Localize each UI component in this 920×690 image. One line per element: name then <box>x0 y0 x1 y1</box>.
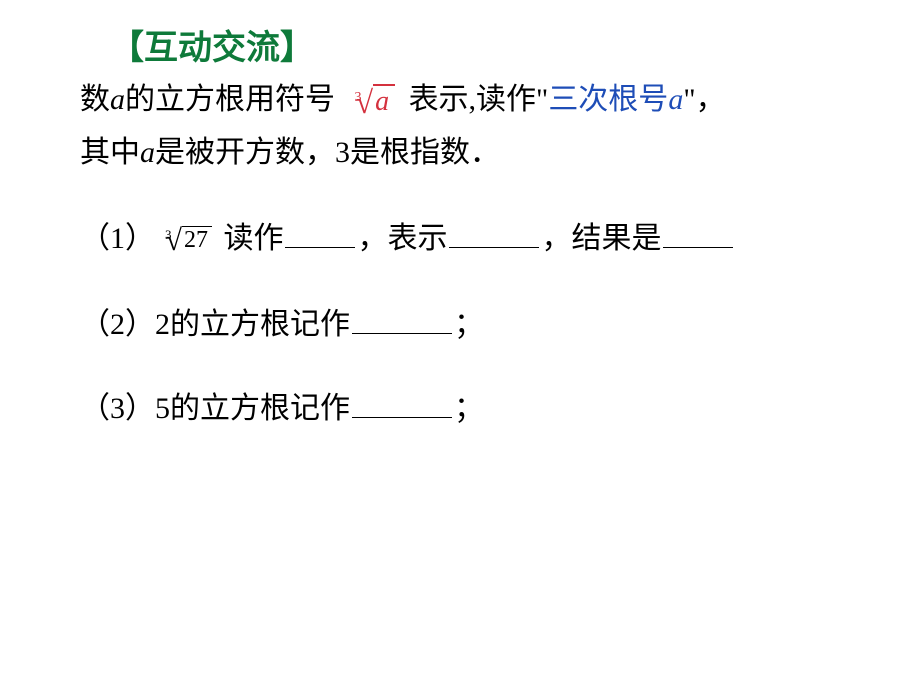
q2-semicolon: ； <box>454 308 484 341</box>
blank-2 <box>449 224 539 248</box>
intro-text-1: 数 <box>80 83 110 116</box>
variable-a-1: a <box>110 83 125 116</box>
intro-line-2: 其中a是被开方数，3是根指数． <box>80 130 840 175</box>
question-1: （1）3√27 读作 ，表示 ，结果是 <box>80 215 840 265</box>
q3-semicolon: ； <box>454 392 484 425</box>
intro-line2-part1: 其中 <box>80 136 140 169</box>
blank-4 <box>352 310 452 334</box>
radicand-27: 27 <box>182 226 212 253</box>
radical-sign: √ <box>356 84 374 120</box>
question-3: （3）5的立方根记作 ； <box>80 385 840 433</box>
section-heading: 【互动交流】 <box>110 20 840 69</box>
q2-label: （2）2的立方根记作 <box>80 308 350 341</box>
q1-part1: 读作 <box>216 222 284 255</box>
blank-3 <box>663 224 733 248</box>
variable-a-2: a <box>140 136 155 169</box>
intro-text-3: 表示,读作" <box>401 83 548 116</box>
blank-1 <box>285 224 355 248</box>
q1-label: （1） <box>80 222 155 255</box>
cube-root-a-symbol: 3√a <box>349 78 396 126</box>
blank-5 <box>352 394 452 418</box>
q1-part3: ，结果是 <box>541 222 661 255</box>
intro-text-2: 的立方根用符号 <box>125 83 343 116</box>
intro-line-1: 数a的立方根用符号 3√a 表示,读作"三次根号a"， <box>80 77 840 126</box>
cube-root-27-symbol: 3√27 <box>159 217 212 265</box>
question-2: （2）2的立方根记作 ； <box>80 301 840 349</box>
q3-label: （3）5的立方根记作 <box>80 392 350 425</box>
intro-text-4: "， <box>683 83 725 116</box>
reading-text: 三次根号 <box>548 83 668 116</box>
radical-27-sign: √ <box>166 224 182 257</box>
reading-a: a <box>668 83 683 116</box>
q1-part2: ，表示 <box>357 222 447 255</box>
radicand-a: a <box>373 84 395 117</box>
intro-line2-part2: 是被开方数，3是根指数． <box>155 136 500 169</box>
